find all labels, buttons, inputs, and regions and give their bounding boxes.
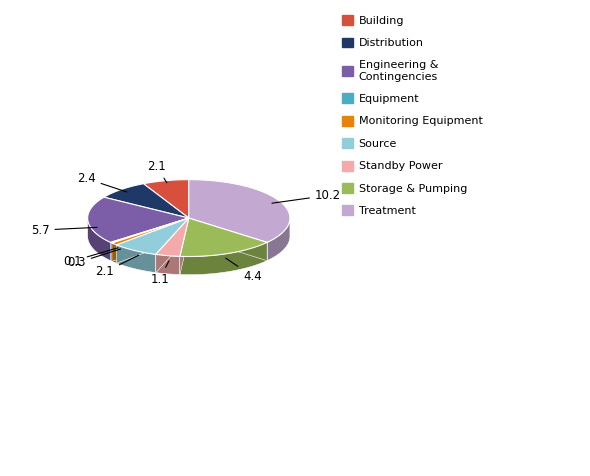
Polygon shape: [110, 218, 189, 243]
Text: 2.1: 2.1: [148, 160, 167, 183]
Text: 0.3: 0.3: [67, 249, 120, 269]
Polygon shape: [112, 243, 116, 263]
Text: 1.1: 1.1: [150, 261, 169, 286]
Polygon shape: [189, 218, 267, 261]
Text: 0.1: 0.1: [63, 248, 118, 268]
Polygon shape: [110, 218, 189, 261]
Polygon shape: [110, 242, 112, 261]
Polygon shape: [180, 242, 267, 275]
Text: 10.2: 10.2: [272, 189, 341, 203]
Polygon shape: [110, 218, 189, 261]
Polygon shape: [180, 218, 189, 275]
Polygon shape: [180, 218, 267, 257]
Text: 5.7: 5.7: [31, 224, 97, 237]
Polygon shape: [112, 218, 189, 245]
Polygon shape: [116, 218, 189, 263]
Polygon shape: [189, 218, 267, 261]
Polygon shape: [112, 218, 189, 261]
Polygon shape: [104, 184, 189, 218]
Polygon shape: [116, 218, 189, 254]
Polygon shape: [116, 245, 156, 273]
Polygon shape: [88, 218, 110, 261]
Polygon shape: [267, 218, 290, 261]
Text: 2.1: 2.1: [96, 255, 139, 278]
Text: 2.4: 2.4: [77, 172, 127, 192]
Polygon shape: [156, 218, 189, 273]
Polygon shape: [88, 197, 189, 242]
Legend: Building, Distribution, Engineering &
Contingencies, Equipment, Monitoring Equip: Building, Distribution, Engineering & Co…: [342, 15, 483, 216]
Polygon shape: [116, 218, 189, 263]
Polygon shape: [143, 179, 189, 218]
Polygon shape: [112, 218, 189, 261]
Polygon shape: [156, 218, 189, 257]
Polygon shape: [156, 254, 180, 275]
Text: 4.4: 4.4: [225, 258, 262, 283]
Polygon shape: [189, 179, 290, 242]
Polygon shape: [180, 218, 189, 275]
Polygon shape: [156, 218, 189, 273]
